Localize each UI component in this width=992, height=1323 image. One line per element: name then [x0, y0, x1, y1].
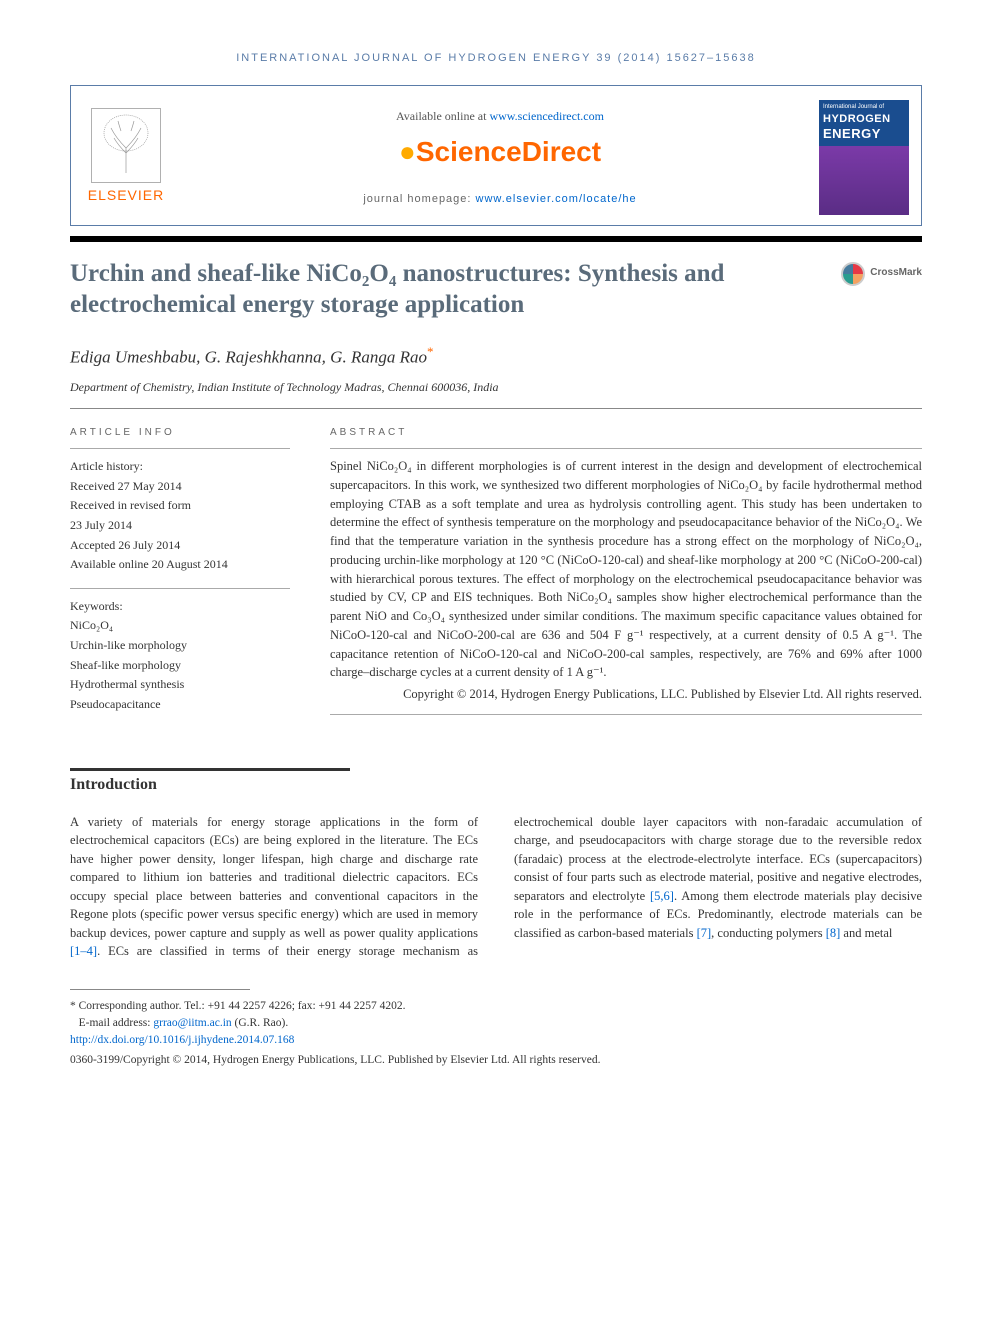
- sd-dot-icon: ●: [399, 136, 416, 167]
- elsevier-wordmark: ELSEVIER: [83, 185, 169, 206]
- info-rule: [70, 448, 290, 449]
- intro-text-1: A variety of materials for energy storag…: [70, 815, 478, 940]
- authors-text: Ediga Umeshbabu, G. Rajeshkhanna, G. Ran…: [70, 348, 427, 367]
- sd-brand-text: ScienceDirect: [416, 136, 601, 167]
- email-link[interactable]: grrao@iitm.ac.in: [153, 1017, 231, 1029]
- cover-small-text: International Journal of: [823, 104, 905, 111]
- abstract-bottom-rule: [330, 714, 922, 715]
- ref-link-7[interactable]: [7]: [697, 926, 712, 940]
- keyword-4: Hydrothermal synthesis: [70, 675, 290, 694]
- received-date: Received 27 May 2014: [70, 477, 290, 496]
- journal-cover-thumbnail: International Journal of HYDROGEN ENERGY: [819, 100, 909, 215]
- introduction-heading: Introduction: [70, 773, 922, 797]
- journal-citation-header: INTERNATIONAL JOURNAL OF HYDROGEN ENERGY…: [70, 50, 922, 67]
- cover-line2: ENERGY: [823, 126, 905, 142]
- info-abstract-row: ARTICLE INFO Article history: Received 2…: [70, 425, 922, 723]
- revised-label: Received in revised form: [70, 496, 290, 515]
- sciencedirect-logo: ●ScienceDirect: [181, 131, 819, 173]
- keyword-2: Urchin-like morphology: [70, 636, 290, 655]
- article-info-column: ARTICLE INFO Article history: Received 2…: [70, 425, 290, 723]
- abstract-heading: ABSTRACT: [330, 425, 922, 440]
- cover-line1: HYDROGEN: [823, 113, 905, 126]
- article-info-heading: ARTICLE INFO: [70, 425, 290, 440]
- ref-link-8[interactable]: [8]: [826, 926, 841, 940]
- issn-copyright-line: 0360-3199/Copyright © 2014, Hydrogen Ene…: [70, 1052, 922, 1069]
- abstract-rule: [330, 448, 922, 449]
- abstract-text: Spinel NiCo₂O₄ in different morphologies…: [330, 457, 922, 682]
- intro-body: A variety of materials for energy storag…: [70, 813, 922, 961]
- title-text: Urchin and sheaf-like NiCo₂O₄ nanostruct…: [70, 260, 724, 318]
- abstract-column: ABSTRACT Spinel NiCo₂O₄ in different mor…: [330, 425, 922, 723]
- crossmark-label: CrossMark: [870, 267, 922, 280]
- homepage-link[interactable]: www.elsevier.com/locate/he: [476, 193, 637, 205]
- available-label: Available online at: [396, 109, 489, 123]
- elsevier-logo-block: ELSEVIER: [71, 108, 181, 206]
- article-title: Urchin and sheaf-like NiCo₂O₄ nanostruct…: [70, 258, 922, 321]
- black-divider-bar: [70, 236, 922, 242]
- crossmark-icon: [841, 262, 865, 286]
- ref-link-5-6[interactable]: [5,6]: [650, 889, 674, 903]
- available-online-text: Available online at www.sciencedirect.co…: [181, 107, 819, 125]
- intro-text-5: and metal: [840, 926, 892, 940]
- email-suffix: (G.R. Rao).: [232, 1017, 289, 1029]
- homepage-label: journal homepage:: [363, 193, 475, 205]
- keyword-5: Pseudocapacitance: [70, 695, 290, 714]
- email-footnote: E-mail address: grrao@iitm.ac.in (G.R. R…: [70, 1015, 922, 1032]
- keyword-1: NiCo₂O₄: [70, 616, 290, 635]
- footnote-separator: [70, 989, 250, 990]
- corresponding-star-icon: *: [427, 344, 434, 359]
- header-center: Available online at www.sciencedirect.co…: [181, 107, 819, 208]
- introduction-section: Introduction A variety of materials for …: [70, 768, 922, 961]
- authors-line: Ediga Umeshbabu, G. Rajeshkhanna, G. Ran…: [70, 342, 922, 370]
- journal-homepage: journal homepage: www.elsevier.com/locat…: [181, 191, 819, 208]
- corresponding-author-footnote: * Corresponding author. Tel.: +91 44 225…: [70, 998, 922, 1015]
- doi-link[interactable]: http://dx.doi.org/10.1016/j.ijhydene.201…: [70, 1034, 294, 1046]
- divider-rule: [70, 408, 922, 409]
- publication-header-box: ELSEVIER Available online at www.science…: [70, 85, 922, 226]
- ref-link-1-4[interactable]: [1–4]: [70, 944, 97, 958]
- crossmark-badge[interactable]: CrossMark: [841, 262, 922, 286]
- email-label: E-mail address:: [79, 1017, 154, 1029]
- elsevier-tree-icon: [91, 108, 161, 183]
- history-block: Article history: Received 27 May 2014 Re…: [70, 457, 290, 574]
- history-label: Article history:: [70, 457, 290, 476]
- keyword-3: Sheaf-like morphology: [70, 656, 290, 675]
- section-rule: [70, 768, 350, 771]
- keywords-block: Keywords: NiCo₂O₄ Urchin-like morphology…: [70, 588, 290, 714]
- copyright-text: Copyright © 2014, Hydrogen Energy Public…: [330, 685, 922, 704]
- sciencedirect-link[interactable]: www.sciencedirect.com: [489, 109, 604, 123]
- online-date: Available online 20 August 2014: [70, 555, 290, 574]
- keywords-label: Keywords:: [70, 597, 290, 616]
- accepted-date: Accepted 26 July 2014: [70, 536, 290, 555]
- affiliation: Department of Chemistry, Indian Institut…: [70, 378, 922, 396]
- intro-text-4: , conducting polymers: [711, 926, 826, 940]
- revised-date: 23 July 2014: [70, 516, 290, 535]
- doi-line: http://dx.doi.org/10.1016/j.ijhydene.201…: [70, 1032, 922, 1049]
- kw-rule: [70, 588, 290, 589]
